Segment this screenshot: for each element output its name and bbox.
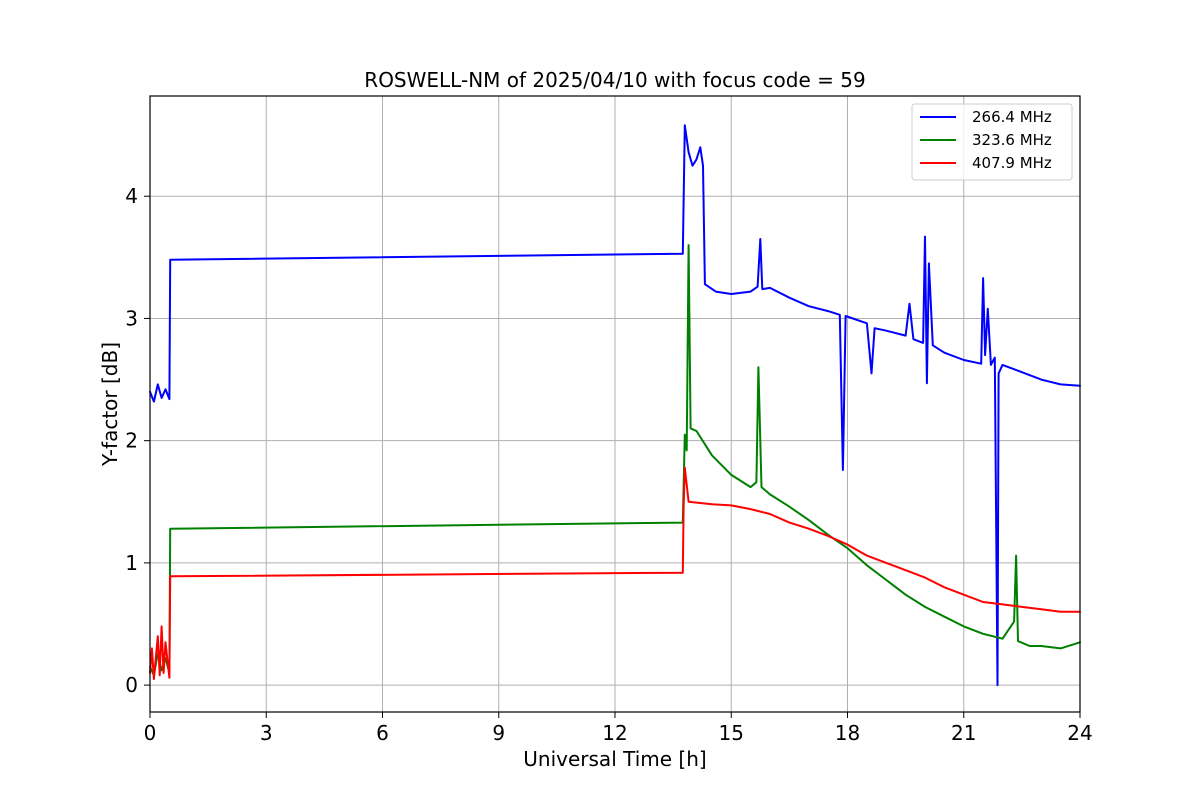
y-tick-label: 1 <box>125 551 138 575</box>
series-layer <box>149 124 1081 687</box>
legend-label-266-mhz: 266.4 MHz <box>972 108 1052 126</box>
x-tick-label: 6 <box>376 721 389 745</box>
x-tick-label: 15 <box>719 721 744 745</box>
x-tick-label: 3 <box>260 721 273 745</box>
x-tick-label: 21 <box>951 721 976 745</box>
x-tick-label: 9 <box>492 721 505 745</box>
legend-label-323-mhz: 323.6 MHz <box>972 131 1052 149</box>
x-axis-label: Universal Time [h] <box>523 747 706 771</box>
series-line-266-4-mhz <box>149 124 1081 687</box>
y-tick-label: 2 <box>125 429 138 453</box>
legend-label-407-mhz: 407.9 MHz <box>972 154 1052 172</box>
y-tick-label: 3 <box>125 306 138 330</box>
legend: 266.4 MHz 323.6 MHz 407.9 MHz <box>911 103 1073 181</box>
x-tick-label: 18 <box>835 721 860 745</box>
y-tick-label: 0 <box>125 673 138 697</box>
chart-title: ROSWELL-NM of 2025/04/10 with focus code… <box>364 68 865 92</box>
legend-box <box>911 103 1073 181</box>
series-line-407-9-mhz <box>149 466 1081 680</box>
x-tick-label: 24 <box>1067 721 1092 745</box>
y-axis-label: Y-factor [dB] <box>98 342 122 467</box>
x-tick-label: 12 <box>602 721 627 745</box>
series-line-323-6-mhz <box>149 244 1081 677</box>
y-tick-label: 4 <box>125 184 138 208</box>
x-axis-ticks: 0 3 6 9 12 15 18 21 24 <box>144 712 1093 745</box>
y-axis-ticks: 0 1 2 3 4 <box>125 184 150 697</box>
x-tick-label: 0 <box>144 721 157 745</box>
